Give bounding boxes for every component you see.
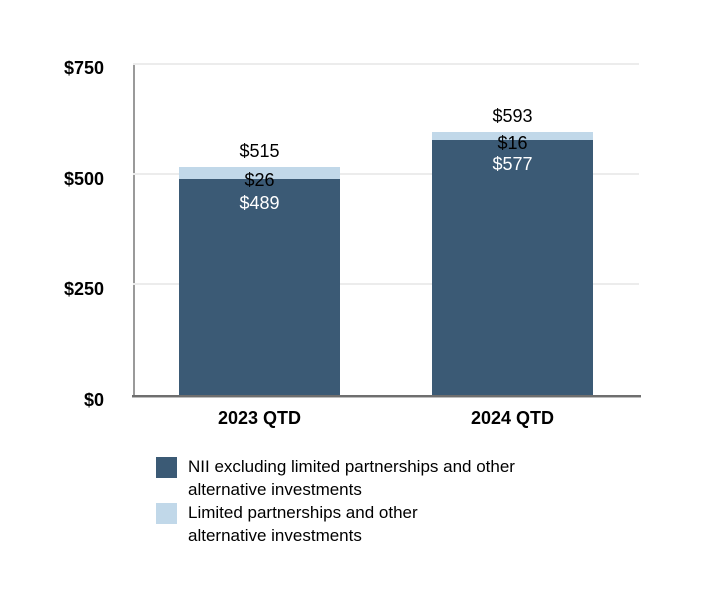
segment-2024-qtd-nii-excluding <box>432 139 593 395</box>
total-label-2023-qtd: $515 <box>239 141 280 162</box>
y-tick-label-750: $750 <box>63 58 104 78</box>
segment-label-2024-qtd-nii-excluding: $577 <box>492 153 533 174</box>
legend-label-line: NII excluding limited partnerships and o… <box>188 457 515 476</box>
legend: NII excluding limited partnerships and o… <box>156 455 568 547</box>
bar-2024-qtd <box>432 132 593 395</box>
gridline-750 <box>133 63 639 65</box>
y-axis-line <box>133 63 135 397</box>
legend-label-limited-partnerships: Limited partnerships and other alternati… <box>188 501 568 547</box>
x-axis-label-2024-qtd: 2024 QTD <box>470 408 555 428</box>
legend-entry-limited-partnerships: Limited partnerships and other alternati… <box>156 501 568 547</box>
legend-label-line: Limited partnerships and other <box>188 503 418 522</box>
plot-area: $515 $26 $489 $593 $16 $577 <box>133 63 639 395</box>
legend-label-nii-excluding: NII excluding limited partnerships and o… <box>188 455 568 501</box>
legend-swatch-dark-blue <box>156 457 177 478</box>
legend-label-line: alternative investments <box>188 526 362 545</box>
segment-2023-qtd-nii-excluding <box>179 178 340 395</box>
segment-label-2023-qtd-limited-partnerships: $26 <box>244 169 275 190</box>
legend-label-line: alternative investments <box>188 480 362 499</box>
legend-swatch-light-blue <box>156 503 177 524</box>
y-tick-label-250: $250 <box>63 279 104 300</box>
bar-2023-qtd <box>179 167 340 395</box>
y-tick-label-500: $500 <box>63 168 104 189</box>
segment-2024-qtd-limited-partnerships <box>432 132 593 140</box>
segment-label-2023-qtd-nii-excluding: $489 <box>239 192 280 213</box>
gridline-250 <box>133 283 639 286</box>
x-axis-line <box>132 395 641 397</box>
x-axis-label-2023-qtd: 2023 QTD <box>217 408 302 428</box>
legend-entry-nii-excluding: NII excluding limited partnerships and o… <box>156 455 568 501</box>
segment-label-2024-qtd-limited-partnerships: $16 <box>497 133 528 154</box>
gridline-500 <box>133 172 639 175</box>
total-label-2024-qtd: $593 <box>492 106 533 127</box>
y-tick-label-0: $0 <box>83 390 104 410</box>
segment-2023-qtd-limited-partnerships <box>179 167 340 179</box>
